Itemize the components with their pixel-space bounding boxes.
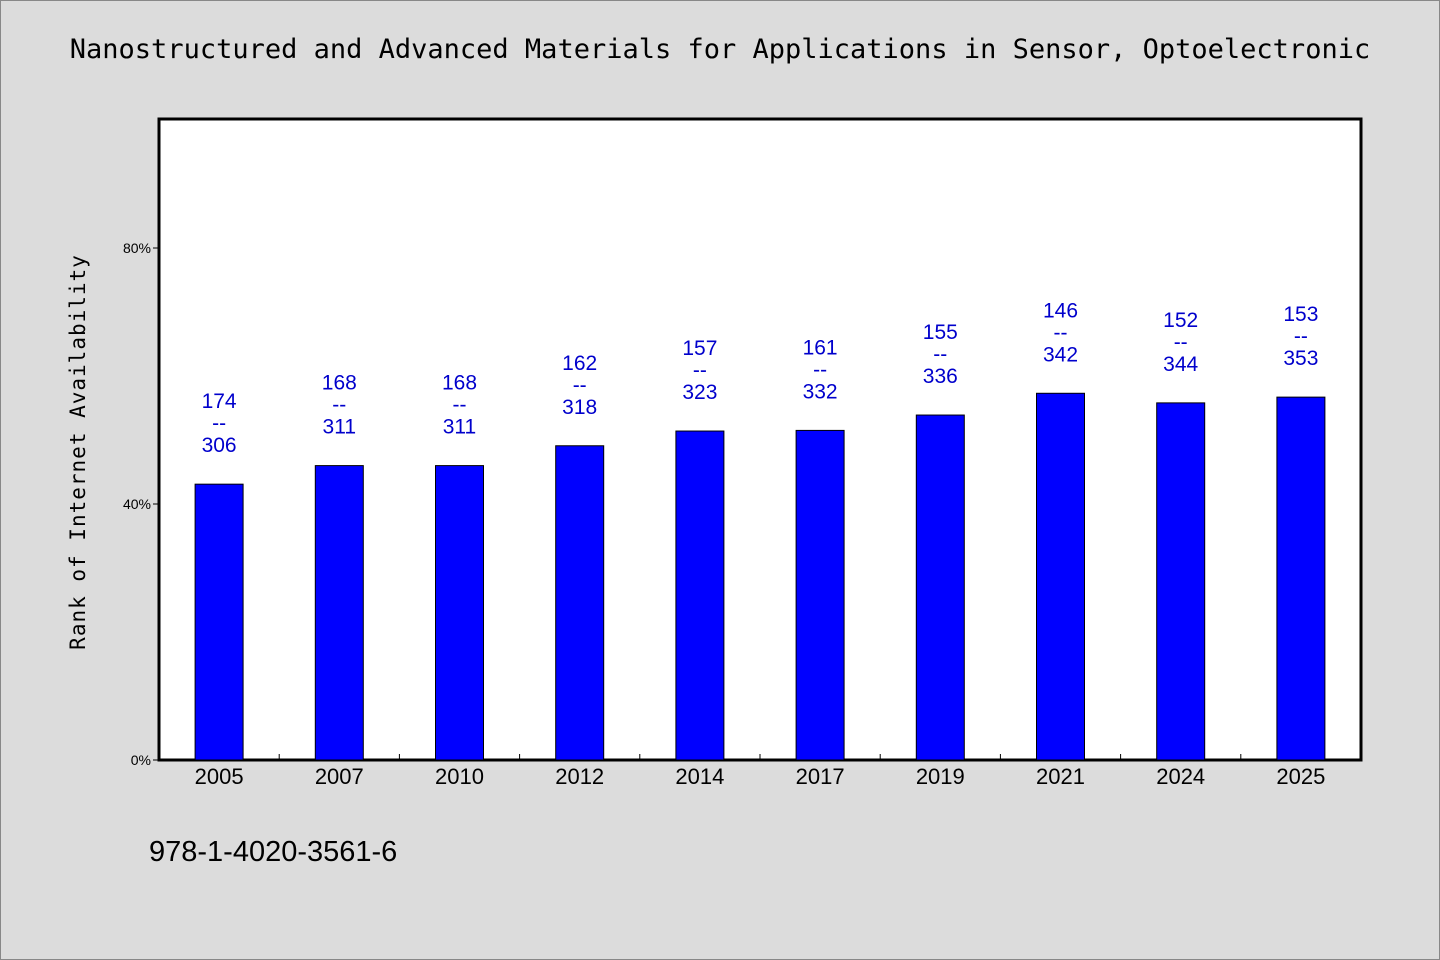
data-label-2017-line-3: 332 xyxy=(803,380,838,403)
bar-2021 xyxy=(1036,392,1085,761)
data-label-2014-line-2: -- xyxy=(693,359,707,382)
data-label-2012-line-2: -- xyxy=(573,374,587,397)
data-label-2025-line-1: 153 xyxy=(1283,303,1318,326)
data-label-2017-line-2: -- xyxy=(813,358,827,381)
data-label-2021-line-3: 342 xyxy=(1043,343,1078,366)
x-tick-label-2010: 2010 xyxy=(435,764,484,789)
bar-2019 xyxy=(915,414,965,761)
bar-2007 xyxy=(314,465,364,761)
data-label-2012-line-1: 162 xyxy=(562,352,597,375)
data-label-2014-line-1: 157 xyxy=(682,337,717,360)
bar-2025 xyxy=(1276,396,1326,761)
x-tick-label-2007: 2007 xyxy=(315,764,364,789)
data-label-2021-line-2: -- xyxy=(1054,321,1068,344)
data-label-2012-line-3: 318 xyxy=(562,396,597,419)
x-tick-label-2024: 2024 xyxy=(1156,764,1205,789)
y-axis: 0% 40% 80% xyxy=(123,240,159,768)
bar-2024 xyxy=(1156,402,1206,761)
data-label-2021-line-1: 146 xyxy=(1043,299,1078,322)
y-tick-label-0: 0% xyxy=(131,752,151,768)
data-label-2025-line-3: 353 xyxy=(1283,347,1318,370)
bar-2012 xyxy=(555,445,605,761)
x-tick-label-2014: 2014 xyxy=(675,764,724,789)
data-label-2007-line-1: 168 xyxy=(322,372,357,395)
data-label-2019-line-3: 336 xyxy=(923,365,958,388)
data-label-2005-line-3: 306 xyxy=(202,434,237,457)
data-label-2024-line-1: 152 xyxy=(1163,309,1198,332)
bar-2017 xyxy=(795,429,845,761)
data-label-2010-line-2: -- xyxy=(453,394,467,417)
data-label-2019-line-2: -- xyxy=(933,343,947,366)
data-labels-group: 174--306168--311168--311162--318157--323… xyxy=(202,299,1319,457)
data-label-2010-line-1: 168 xyxy=(442,372,477,395)
data-label-2024-line-3: 344 xyxy=(1163,353,1198,376)
bars-group xyxy=(194,392,1326,761)
data-label-2025-line-2: -- xyxy=(1294,325,1308,348)
isbn-text: 978-1-4020-3561-6 xyxy=(149,836,398,868)
y-tick-label-40: 40% xyxy=(123,496,151,512)
x-tick-label-2025: 2025 xyxy=(1276,764,1325,789)
x-tick-label-2017: 2017 xyxy=(796,764,845,789)
chart-title: Nanostructured and Advanced Materials fo… xyxy=(69,34,1371,65)
data-label-2010-line-3: 311 xyxy=(443,416,476,439)
data-label-2007-line-2: -- xyxy=(332,394,346,417)
bar-2010 xyxy=(435,465,484,761)
data-label-2007-line-3: 311 xyxy=(323,416,356,439)
data-label-2005-line-2: -- xyxy=(212,412,226,435)
y-axis-label: Rank of Internet Availability xyxy=(66,254,90,650)
bar-2005 xyxy=(194,483,244,761)
x-axis: 2005 2007 2010 2012 2014 2017 2019 2021 2024 2025 xyxy=(195,754,1325,789)
x-tick-label-2019: 2019 xyxy=(916,764,965,789)
data-label-2019-line-1: 155 xyxy=(923,321,958,344)
bar-2014 xyxy=(675,430,725,761)
x-tick-label-2021: 2021 xyxy=(1036,764,1085,789)
x-tick-label-2012: 2012 xyxy=(555,764,604,789)
x-tick-label-2005: 2005 xyxy=(195,764,244,789)
data-label-2014-line-3: 323 xyxy=(682,381,717,404)
y-tick-label-80: 80% xyxy=(123,240,151,256)
data-label-2024-line-2: -- xyxy=(1174,331,1188,354)
data-label-2017-line-1: 161 xyxy=(803,336,838,359)
data-label-2005-line-1: 174 xyxy=(202,390,237,413)
